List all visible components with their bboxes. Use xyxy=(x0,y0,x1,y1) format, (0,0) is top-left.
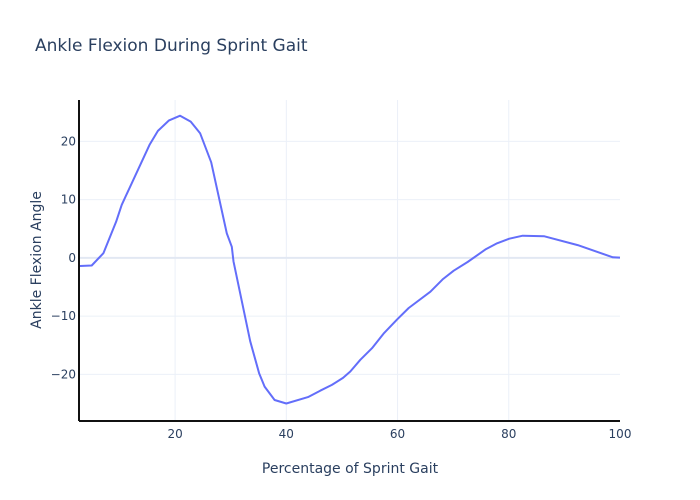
x-tick-label: 40 xyxy=(279,427,294,441)
x-axis-title: Percentage of Sprint Gait xyxy=(262,461,439,477)
x-tick-label: 80 xyxy=(501,427,516,441)
y-tick-label: −20 xyxy=(51,367,76,381)
gridlines xyxy=(80,100,620,421)
x-tick-label: 100 xyxy=(609,427,632,441)
x-tick-label: 60 xyxy=(390,427,405,441)
y-tick-label: 0 xyxy=(68,251,76,265)
y-axis-title: Ankle Flexion Angle xyxy=(29,191,45,329)
tick-labels: 20 40 60 80 100 −20 −10 0 10 20 xyxy=(51,134,632,441)
y-tick-label: 20 xyxy=(61,134,76,148)
y-tick-label: −10 xyxy=(51,309,76,323)
x-tick-label: 20 xyxy=(167,427,182,441)
chart-title: Ankle Flexion During Sprint Gait xyxy=(35,36,308,56)
series-line-ankle-flexion xyxy=(79,114,621,405)
y-tick-label: 10 xyxy=(61,193,76,207)
